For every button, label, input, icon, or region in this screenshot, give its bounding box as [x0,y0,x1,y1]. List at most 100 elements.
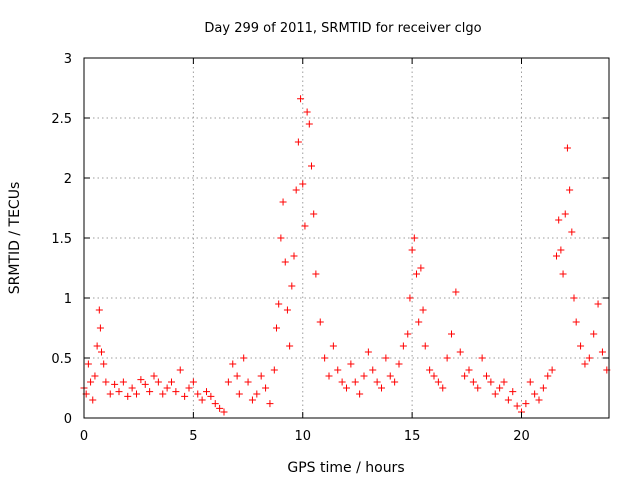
data-point [89,396,97,404]
data-point [410,234,418,242]
data-point [535,396,543,404]
chart-title: Day 299 of 2011, SRMTID for receiver clg… [204,21,481,36]
y-tick-label: 0 [64,412,72,427]
data-point [360,372,368,380]
data-point [321,354,329,362]
data-point [224,378,232,386]
data-point [297,95,305,103]
data-point [561,210,569,218]
data-point [577,342,585,350]
data-point [181,392,189,400]
data-point [308,162,315,170]
data-point [474,384,482,392]
data-point [399,342,407,350]
data-point [229,360,237,368]
data-point [299,180,307,188]
data-point [137,376,145,384]
data-point [128,384,136,392]
data-point [478,354,486,362]
y-tick-label: 3 [64,52,72,67]
data-point [504,396,512,404]
data-point [500,378,508,386]
points [80,95,611,416]
data-point [369,366,377,374]
data-point [395,360,403,368]
x-tick-label: 15 [404,429,421,444]
data-point [279,198,287,206]
data-point [461,372,469,380]
data-point [483,372,490,380]
data-point [203,388,210,396]
y-tick-label: 2.5 [51,112,72,127]
data-point [496,384,504,392]
data-point [288,282,296,290]
y-tick-label: 0.5 [51,352,72,367]
data-point [141,380,149,388]
y-tick-label: 2 [64,172,72,187]
data-point [154,378,162,386]
x-tick-label: 5 [189,429,197,444]
gridlines [84,58,609,418]
data-point [189,378,197,386]
data-point [198,396,206,404]
data-point [548,366,556,374]
data-point [491,390,499,398]
data-point [572,318,580,326]
data-point [325,372,333,380]
data-point [566,186,574,194]
data-point [220,408,228,416]
data-point [334,366,342,374]
x-tick-label: 0 [80,429,88,444]
data-point [526,378,534,386]
data-point [557,246,565,254]
x-tick-label: 10 [294,429,311,444]
data-point [391,378,399,386]
data-point [343,384,350,392]
data-point [559,270,567,278]
data-point [270,366,278,374]
data-point [598,348,606,356]
x-axis-title: GPS time / hours [287,460,404,476]
data-point [248,396,256,404]
data-point [233,372,241,380]
y-tick-label: 1 [64,292,72,307]
data-point [351,378,359,386]
data-point [176,366,184,374]
data-point [87,378,95,386]
data-point [124,392,132,400]
data-point [98,348,105,356]
data-point [159,390,167,398]
data-point [465,366,473,374]
x-tick-labels: 0 5 10 15 20 [80,429,530,444]
data-point [119,378,127,386]
data-point [194,390,202,398]
data-point [207,392,215,400]
y-axis-title: SRMTID / TECUs [7,182,23,295]
data-point [585,354,593,362]
data-point [563,144,571,152]
data-point [531,390,539,398]
data-point [91,372,99,380]
data-point [303,108,311,116]
data-point [448,330,455,338]
data-point [106,390,114,398]
data-point [338,378,346,386]
data-point [469,378,477,386]
data-point [253,390,261,398]
data-point [185,384,193,392]
data-point [172,388,180,396]
data-point [373,378,381,386]
data-point [522,400,530,408]
data-point [310,210,318,218]
data-point [163,384,171,392]
data-point [275,300,283,308]
data-point [456,348,464,356]
data-point [286,342,294,350]
y-tick-labels: 0 0.5 1 1.5 2 2.5 3 [51,52,72,427]
data-point [452,288,460,296]
data-point [273,324,280,332]
data-point [312,270,320,278]
data-point [266,400,274,408]
data-point [329,342,337,350]
